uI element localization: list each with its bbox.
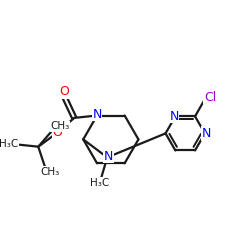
Text: H₃C: H₃C [0,139,18,149]
Text: N: N [104,150,113,163]
Text: O: O [52,126,62,139]
Text: CH₃: CH₃ [40,167,60,177]
Text: Cl: Cl [204,91,216,104]
Text: O: O [60,85,70,98]
Text: H₃C: H₃C [90,178,110,188]
Text: CH₃: CH₃ [50,121,70,131]
Text: N: N [202,127,211,140]
Text: N: N [92,108,102,121]
Text: N: N [170,110,179,123]
